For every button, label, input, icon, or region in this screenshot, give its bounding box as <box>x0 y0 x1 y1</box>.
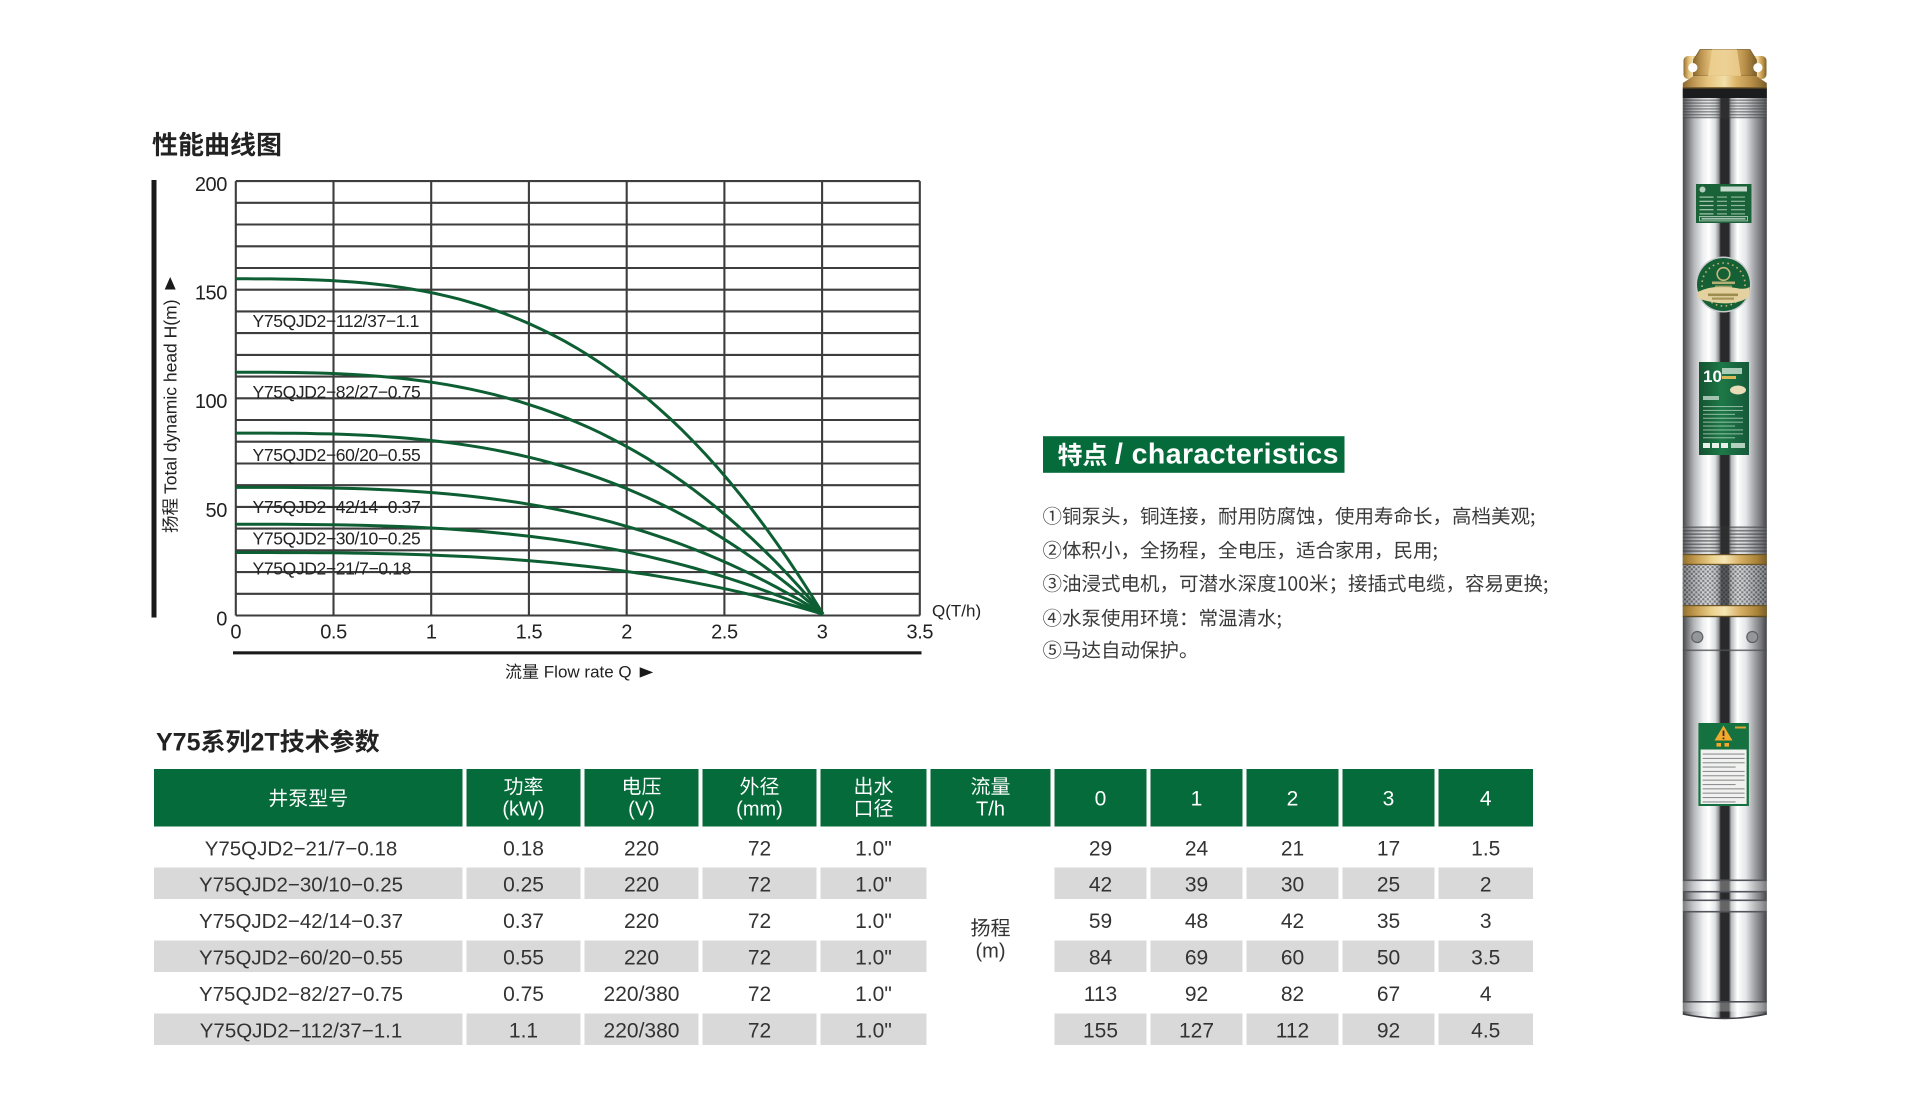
svg-text:2: 2 <box>1480 874 1492 897</box>
svg-text:Y75QJD2−30/10−0.25: Y75QJD2−30/10−0.25 <box>253 529 421 549</box>
svg-text:3: 3 <box>817 622 828 644</box>
svg-text:2: 2 <box>621 622 632 644</box>
svg-text:/ characteristics: / characteristics <box>1115 439 1339 471</box>
svg-text:(kW): (kW) <box>502 799 544 821</box>
svg-text:1.0": 1.0" <box>855 838 892 861</box>
svg-text:Flow rate Q: Flow rate Q <box>544 663 632 682</box>
svg-text:72: 72 <box>748 874 771 897</box>
svg-text:220: 220 <box>624 838 659 861</box>
svg-text:10: 10 <box>1703 367 1722 386</box>
svg-text:Y75QJD2−42/14−0.37: Y75QJD2−42/14−0.37 <box>199 910 403 933</box>
svg-text:Y75QJD2−42/14−0.37: Y75QJD2−42/14−0.37 <box>253 497 421 517</box>
svg-text:Y75QJD2−60/20−0.55: Y75QJD2−60/20−0.55 <box>253 445 421 465</box>
svg-text:Y75QJD2−112/37−1.1: Y75QJD2−112/37−1.1 <box>253 311 420 331</box>
svg-text:Y75QJD2−82/27−0.75: Y75QJD2−82/27−0.75 <box>199 983 403 1006</box>
svg-text:3: 3 <box>1383 787 1395 810</box>
svg-text:3.5: 3.5 <box>906 622 933 644</box>
svg-text:220: 220 <box>624 874 659 897</box>
svg-text:60: 60 <box>1281 947 1304 970</box>
svg-text:Total dynamic head H(m): Total dynamic head H(m) <box>161 299 181 494</box>
svg-text:1.0": 1.0" <box>855 947 892 970</box>
svg-text:3: 3 <box>1480 910 1492 933</box>
svg-text:100: 100 <box>195 391 227 413</box>
svg-text:(V): (V) <box>628 799 655 821</box>
svg-text:50: 50 <box>1377 947 1400 970</box>
svg-text:17: 17 <box>1377 838 1400 861</box>
svg-text:67: 67 <box>1377 983 1400 1006</box>
svg-text:0: 0 <box>1095 787 1107 810</box>
svg-text:42: 42 <box>1089 874 1112 897</box>
svg-text:Y75QJD2−21/7−0.18: Y75QJD2−21/7−0.18 <box>205 838 398 861</box>
svg-text:1.0": 1.0" <box>855 1020 892 1043</box>
svg-text:0.75: 0.75 <box>503 983 544 1006</box>
svg-text:59: 59 <box>1089 910 1112 933</box>
svg-text:220/380: 220/380 <box>604 983 680 1006</box>
svg-text:21: 21 <box>1281 838 1304 861</box>
svg-text:72: 72 <box>748 910 771 933</box>
svg-text:150: 150 <box>195 283 227 305</box>
svg-text:25: 25 <box>1377 874 1400 897</box>
svg-text:39: 39 <box>1185 874 1208 897</box>
svg-text:1.0": 1.0" <box>855 910 892 933</box>
svg-text:1.5: 1.5 <box>516 622 543 644</box>
svg-text:2T: 2T <box>250 729 279 757</box>
svg-text:T/h: T/h <box>976 799 1005 821</box>
svg-text:29: 29 <box>1089 838 1112 861</box>
svg-text:Y75: Y75 <box>156 729 201 757</box>
svg-text:50: 50 <box>206 500 228 522</box>
svg-text:72: 72 <box>748 947 771 970</box>
svg-text:Y75QJD2−82/27−0.75: Y75QJD2−82/27−0.75 <box>253 382 421 402</box>
svg-text:155: 155 <box>1083 1020 1118 1043</box>
svg-text:4: 4 <box>1480 787 1492 810</box>
svg-text:112: 112 <box>1276 1020 1309 1043</box>
svg-text:220: 220 <box>624 910 659 933</box>
svg-text:3.5: 3.5 <box>1471 947 1500 970</box>
svg-text:92: 92 <box>1185 983 1208 1006</box>
svg-text:72: 72 <box>748 838 771 861</box>
svg-text:4.5: 4.5 <box>1471 1020 1500 1043</box>
svg-text:1.5: 1.5 <box>1471 838 1500 861</box>
svg-text:35: 35 <box>1377 910 1400 933</box>
svg-text:220/380: 220/380 <box>604 1020 680 1043</box>
svg-text:82: 82 <box>1281 983 1304 1006</box>
svg-text:2.5: 2.5 <box>711 622 738 644</box>
svg-text:72: 72 <box>748 1020 771 1043</box>
svg-text:69: 69 <box>1185 947 1208 970</box>
svg-text:84: 84 <box>1089 947 1113 970</box>
svg-text:Q(T/h): Q(T/h) <box>932 602 981 621</box>
svg-text:0.37: 0.37 <box>503 910 544 933</box>
svg-text:1.0": 1.0" <box>855 983 892 1006</box>
svg-text:72: 72 <box>748 983 771 1006</box>
svg-text:Y75QJD2−21/7−0.18: Y75QJD2−21/7−0.18 <box>253 559 411 579</box>
svg-text:(m): (m) <box>976 941 1006 963</box>
svg-text:Y75QJD2−30/10−0.25: Y75QJD2−30/10−0.25 <box>199 874 403 897</box>
svg-text:0.55: 0.55 <box>503 947 544 970</box>
svg-text:(mm): (mm) <box>736 799 783 821</box>
svg-text:127: 127 <box>1179 1020 1214 1043</box>
svg-text:30: 30 <box>1281 874 1304 897</box>
svg-text:24: 24 <box>1185 838 1209 861</box>
svg-text:48: 48 <box>1185 910 1208 933</box>
svg-text:4: 4 <box>1480 983 1492 1006</box>
svg-text:1: 1 <box>1191 787 1203 810</box>
svg-text:0.25: 0.25 <box>503 874 544 897</box>
svg-text:0: 0 <box>230 622 241 644</box>
svg-text:Y75QJD2−60/20−0.55: Y75QJD2−60/20−0.55 <box>199 947 403 970</box>
svg-text:2: 2 <box>1287 787 1299 810</box>
svg-text:0.18: 0.18 <box>503 838 544 861</box>
svg-text:113: 113 <box>1084 983 1117 1006</box>
svg-text:42: 42 <box>1281 910 1304 933</box>
svg-text:200: 200 <box>195 174 227 196</box>
svg-text:92: 92 <box>1377 1020 1400 1043</box>
svg-text:1.1: 1.1 <box>509 1020 538 1043</box>
svg-text:220: 220 <box>624 947 659 970</box>
svg-text:1.0": 1.0" <box>855 874 892 897</box>
svg-text:0: 0 <box>216 608 227 630</box>
svg-text:Y75QJD2−112/37−1.1: Y75QJD2−112/37−1.1 <box>200 1020 403 1043</box>
svg-text:1: 1 <box>426 622 437 644</box>
svg-text:0.5: 0.5 <box>320 622 347 644</box>
